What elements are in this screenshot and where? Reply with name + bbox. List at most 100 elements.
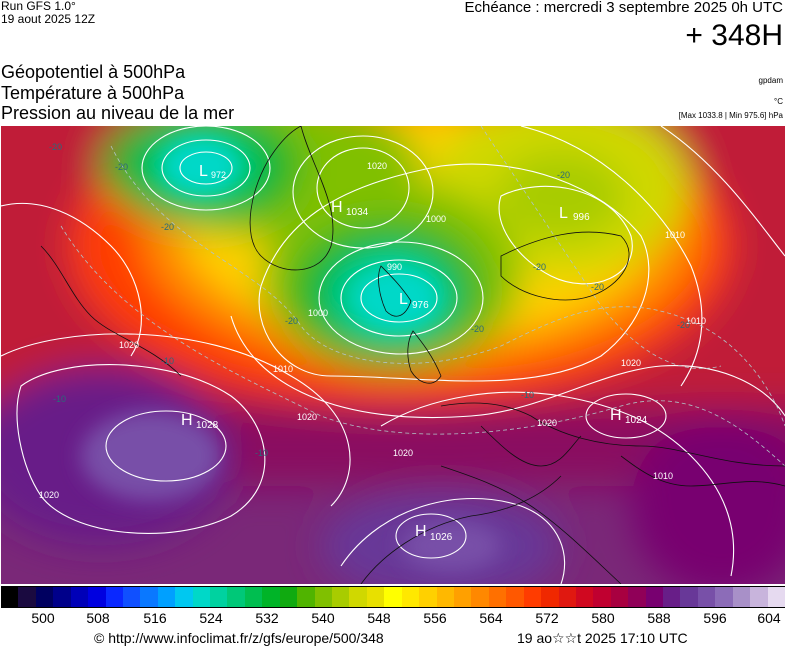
color-scale-swatch — [1, 587, 19, 607]
isotherm-label: -20 — [285, 316, 298, 326]
color-scale-swatch — [192, 587, 211, 607]
scale-tick: 516 — [143, 610, 167, 626]
center-low-3: L — [399, 291, 408, 308]
color-scale-swatch — [663, 587, 681, 607]
color-scale-swatch — [140, 587, 158, 607]
isotherm-label: -10 — [255, 448, 268, 458]
source-credit-link[interactable]: © http://www.infoclimat.fr/z/gfs/europe/… — [94, 630, 384, 646]
color-scale-swatch — [680, 587, 698, 607]
color-scale-swatch — [88, 587, 106, 607]
color-scale-swatch — [366, 587, 385, 607]
color-scale-swatch — [262, 587, 280, 607]
param-geopotential: Géopotentiel à 500hPa — [1, 62, 186, 82]
scale-tick: 556 — [423, 610, 447, 626]
unit-geopotential: gpdam — [758, 76, 783, 85]
isobar-labels: 1020 1000 990 1000 1010 1020 1020 1010 1… — [39, 161, 706, 500]
scale-tick: 596 — [703, 610, 727, 626]
isobars — [1, 126, 785, 584]
color-scale-swatch — [419, 587, 437, 607]
run-date: 19 aout 2025 12Z — [1, 12, 96, 26]
isotherm-label: -20 — [161, 222, 174, 232]
unit-pressure-range: [Max 1033.8 | Min 975.6] hPa — [678, 111, 783, 120]
color-scale-swatch — [715, 587, 733, 607]
color-scale-swatch — [697, 587, 716, 607]
isobar-label: 1010 — [665, 230, 685, 240]
color-scale-swatch — [279, 587, 298, 607]
color-scale-swatch — [401, 587, 420, 607]
isobar-label: 1000 — [426, 214, 446, 224]
run-label: Run GFS 1.0° — [1, 0, 76, 13]
isotherm-label: -20 — [115, 162, 128, 172]
scale-tick: 540 — [311, 610, 335, 626]
weather-map: L 972 H 1034 L 996 L 976 H 1028 H 1024 H… — [1, 126, 785, 584]
center-low-2-value: 996 — [573, 212, 590, 223]
scale-tick: 548 — [367, 610, 391, 626]
center-low-1-value: 972 — [211, 170, 226, 180]
isobar-label: 1020 — [621, 358, 641, 368]
isobar-label: 1020 — [367, 161, 387, 171]
color-scale-swatch — [471, 587, 489, 607]
isobar-label: 1020 — [537, 418, 557, 428]
isotherm-label: -20 — [49, 142, 62, 152]
scale-tick: 572 — [535, 610, 559, 626]
color-scale-swatch — [575, 587, 594, 607]
color-scale-swatch — [157, 587, 176, 607]
isotherm-label: -10 — [161, 356, 174, 366]
isotherm-label: -10 — [53, 394, 66, 404]
color-scale-swatch — [105, 587, 123, 607]
isobar-label: 1020 — [297, 412, 317, 422]
center-high-4: H — [415, 523, 427, 540]
geopotential-field: L 972 H 1034 L 996 L 976 H 1028 H 1024 H… — [1, 126, 785, 584]
isotherm-label: -20 — [591, 282, 604, 292]
scale-tick: 588 — [647, 610, 671, 626]
color-scale-swatch — [122, 587, 141, 607]
isobar-label: 1010 — [686, 316, 706, 326]
color-scale-swatch — [541, 587, 559, 607]
isotherm-label: -10 — [521, 390, 534, 400]
isobar-label: 990 — [387, 262, 402, 272]
color-scale-swatch — [227, 587, 245, 607]
color-scale-swatch — [332, 587, 350, 607]
color-scale-swatch — [732, 587, 751, 607]
isotherm-label: -20 — [533, 262, 546, 272]
color-scale-swatch — [523, 587, 542, 607]
color-scale-swatch — [453, 587, 472, 607]
color-scale-swatch — [314, 587, 333, 607]
generated-timestamp: 19 ao☆☆t 2025 17:10 UTC — [517, 630, 688, 646]
color-scale-swatch — [244, 587, 263, 607]
color-scale-swatch — [593, 587, 611, 607]
isobar-label: 1020 — [393, 448, 413, 458]
isobar-label: 1020 — [119, 340, 139, 350]
center-high-3: H — [610, 407, 622, 424]
color-scale-swatch — [750, 587, 768, 607]
scale-tick: 580 — [591, 610, 615, 626]
center-high-1: H — [331, 199, 343, 216]
isobar-label: 1000 — [308, 308, 328, 318]
forecast-valid-time: Echéance : mercredi 3 septembre 2025 0h … — [464, 0, 784, 16]
center-high-2: H — [181, 412, 193, 429]
forecast-horizon: + 348H — [685, 19, 783, 52]
scale-tick: 508 — [86, 610, 110, 626]
scale-tick: 604 — [757, 610, 781, 626]
isotherms — [60, 126, 785, 467]
scale-tick: 532 — [255, 610, 279, 626]
center-low-2: L — [559, 205, 568, 222]
center-high-4-value: 1026 — [430, 532, 453, 543]
center-high-3-value: 1024 — [625, 415, 648, 426]
color-scale-swatch — [506, 587, 524, 607]
color-scale-swatch — [53, 587, 71, 607]
color-scale-swatch — [488, 587, 507, 607]
color-scale-swatch — [767, 587, 785, 607]
color-scale-swatch — [35, 587, 54, 607]
color-scale-bar — [1, 586, 785, 608]
color-scale-swatch — [349, 587, 367, 607]
isobar-label: 1010 — [653, 471, 673, 481]
color-scale-swatch — [18, 587, 36, 607]
coastlines — [40, 126, 785, 584]
isotherm-labels: -20 -20 -20 -20 -20 -20 -20 -10 -10 -10 … — [49, 142, 690, 458]
isotherm-label: -20 — [677, 320, 690, 330]
color-scale-swatch — [297, 587, 315, 607]
isotherm-label: -20 — [471, 324, 484, 334]
param-pressure: Pression au niveau de la mer — [1, 103, 235, 123]
isobar-label: 1010 — [273, 364, 293, 374]
